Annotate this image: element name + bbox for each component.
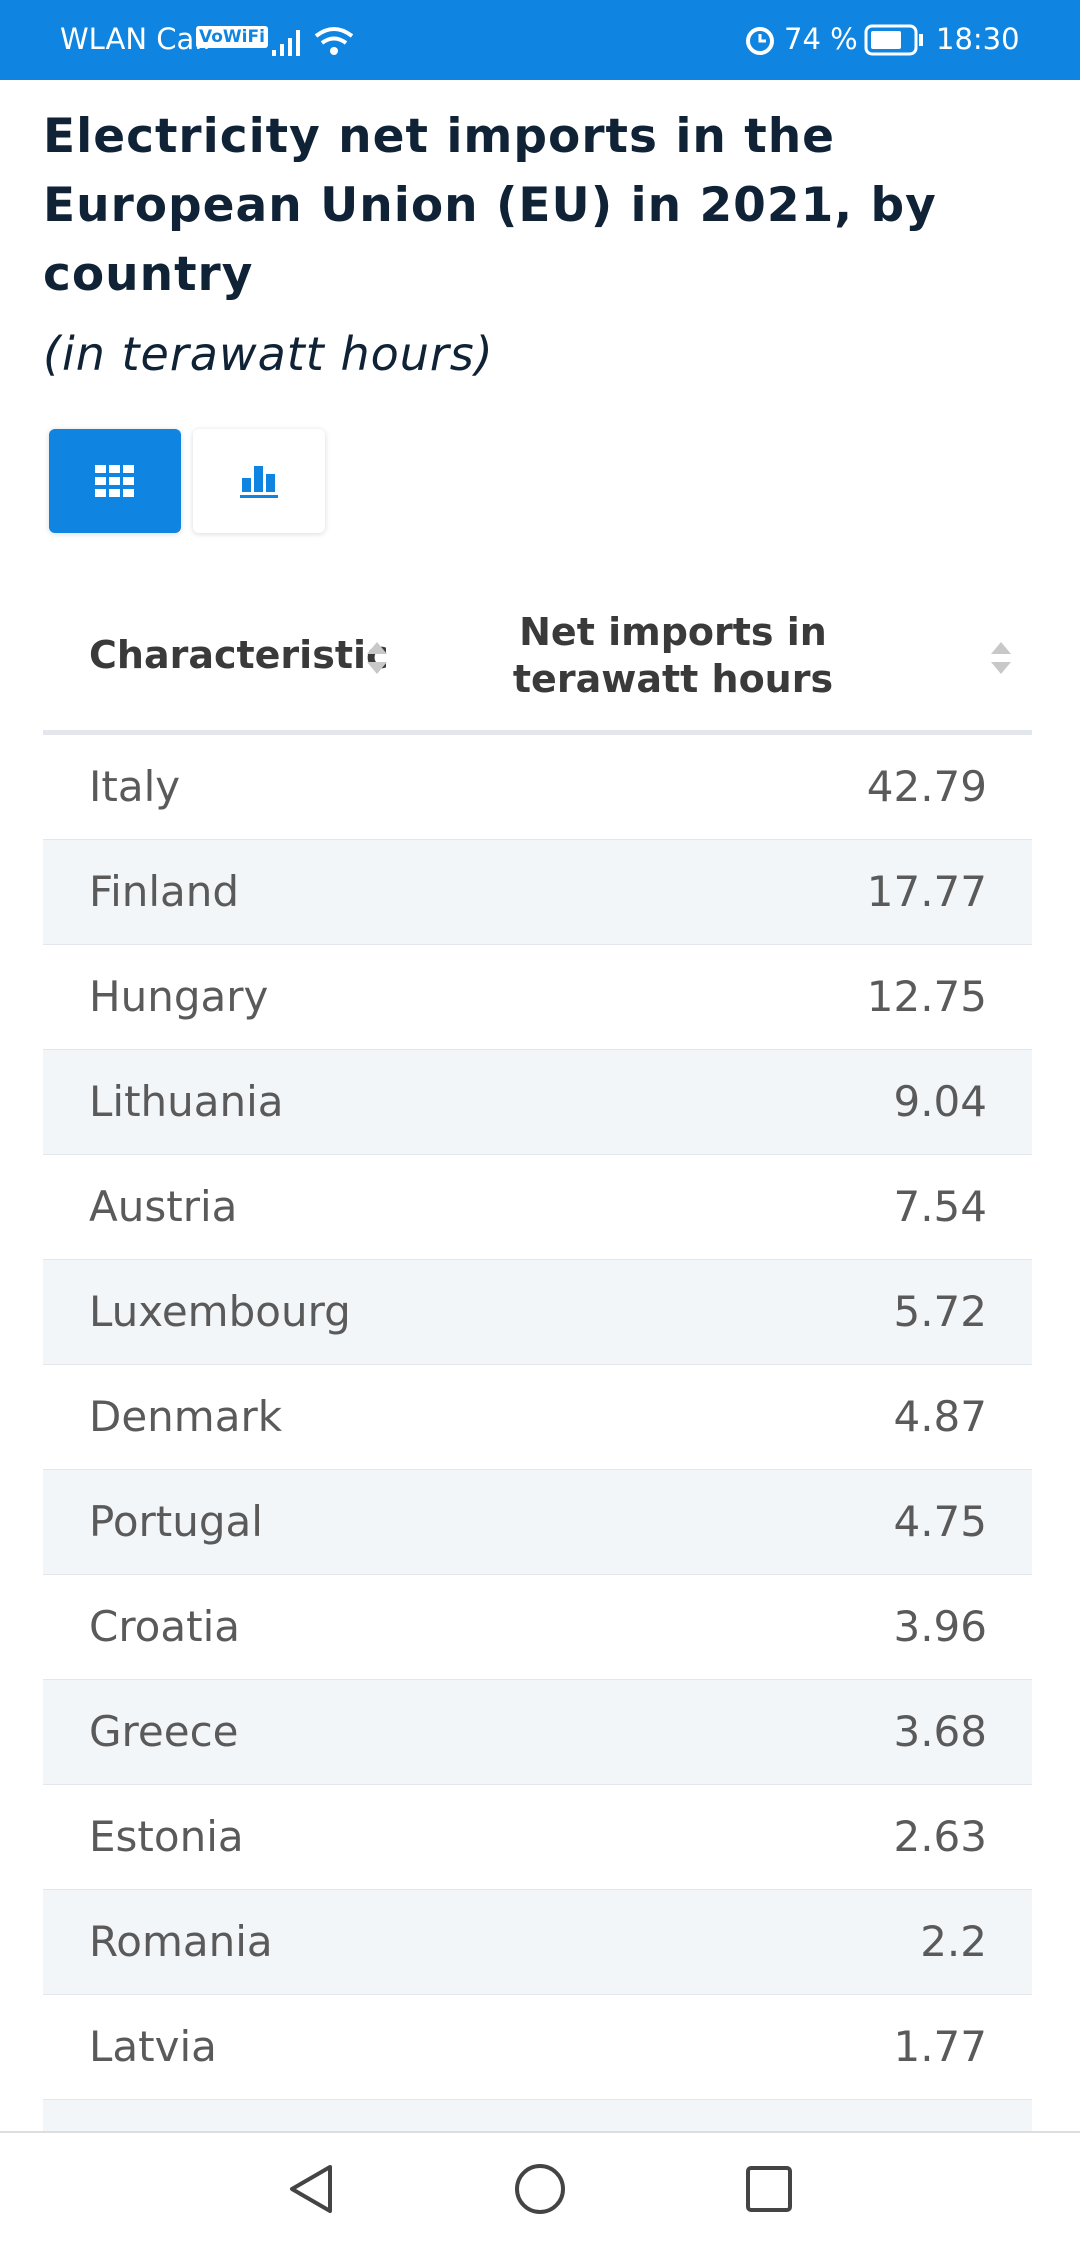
country: Estonia [89, 1812, 244, 1861]
value: 7.54 [893, 1182, 987, 1231]
sort-icon[interactable] [365, 638, 389, 678]
country: Greece [89, 1707, 239, 1756]
carrier: WLAN Call [60, 22, 211, 56]
alarm-icon [746, 27, 774, 55]
nav-icons [290, 2164, 792, 2214]
country: Croatia [89, 1602, 240, 1651]
table-row: Lithuania 9.04 [43, 1050, 1032, 1156]
status-bar: WLAN Call VoWiFi 74 % 18:30 [0, 0, 1080, 80]
value: 12.75 [866, 972, 987, 1021]
country: Finland [89, 867, 240, 916]
battery-icon [864, 24, 923, 56]
country: Lithuania [89, 1077, 284, 1126]
sort-icon[interactable] [989, 638, 1013, 678]
country: Denmark [89, 1392, 283, 1441]
chart-view-button[interactable] [193, 429, 325, 533]
column-header[interactable]: Net imports in terawatt hours [512, 610, 834, 701]
country: Latvia [89, 2022, 217, 2071]
battery-text: 74 % [784, 22, 858, 56]
signal-icons [272, 27, 354, 56]
time: 18:30 [936, 22, 1020, 56]
value: 42.79 [866, 762, 987, 811]
country: Luxembourg [89, 1287, 351, 1336]
value: 9.04 [893, 1077, 987, 1126]
subtitle: (in terawatt hours) [43, 327, 494, 381]
table-row: Estonia 2.63 [43, 1785, 1032, 1891]
value: 4.87 [893, 1392, 987, 1441]
table-row: Denmark 4.87 [43, 1365, 1032, 1471]
title: Electricity net imports in the European … [43, 109, 937, 302]
table-row: Romania 2.2 [43, 1890, 1032, 1996]
table-view-button[interactable] [49, 429, 181, 533]
table-row: Portugal 4.75 [43, 1470, 1032, 1576]
value: 17.77 [866, 867, 987, 916]
value: 1.77 [893, 2022, 987, 2071]
table-row: Finland 17.77 [43, 840, 1032, 946]
value: 2.2 [920, 1917, 987, 1966]
table-row: Luxembourg 5.72 [43, 1260, 1032, 1366]
table-row: Greece 3.68 [43, 1680, 1032, 1786]
table-row: Latvia 1.77 [43, 1995, 1032, 2101]
table-row: Croatia 3.96 [43, 1575, 1032, 1681]
value: 3.68 [893, 1707, 987, 1756]
table-row: Austria 7.54 [43, 1155, 1032, 1261]
value: 3.96 [893, 1602, 987, 1651]
country: Portugal [89, 1497, 263, 1546]
column-header[interactable]: Characteristic [89, 633, 389, 677]
value: 2.63 [893, 1812, 987, 1861]
value: 4.75 [893, 1497, 987, 1546]
country: Italy [89, 762, 181, 811]
country: Austria [89, 1182, 238, 1231]
country: Romania [89, 1917, 273, 1966]
wifi-badge: VoWiFi [196, 26, 268, 48]
table-row: Italy 42.79 [43, 735, 1032, 841]
navigation-bar [0, 2131, 1080, 2246]
chart-icon [240, 466, 278, 498]
table-row: Hungary 12.75 [43, 945, 1032, 1051]
grid-icon [95, 465, 134, 497]
table-header: Characteristic Net imports in terawatt h… [43, 593, 1032, 735]
country: Hungary [89, 972, 269, 1021]
value: 5.72 [893, 1287, 987, 1336]
